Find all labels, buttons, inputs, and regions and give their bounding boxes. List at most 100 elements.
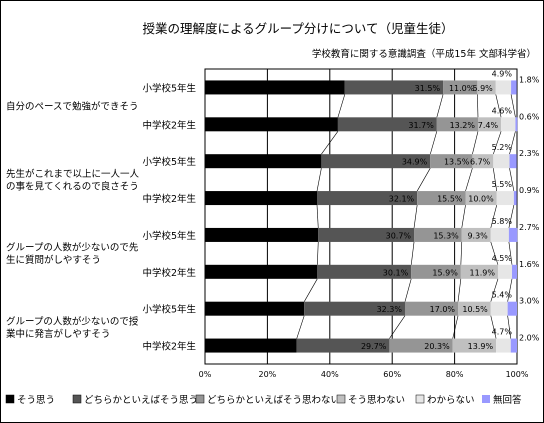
value-label: 5.9%: [472, 84, 493, 93]
x-tick-label: 0%: [199, 370, 212, 379]
bar-segment: [496, 338, 511, 353]
value-label: 1.6%: [519, 260, 540, 269]
series-connector: [303, 278, 318, 302]
series-connector: [490, 278, 499, 302]
series-connector: [457, 278, 462, 302]
value-label: 15.5%: [437, 195, 463, 204]
bar-segment: [460, 264, 498, 279]
series-connector: [316, 205, 319, 228]
value-label: 4.5%: [492, 254, 513, 263]
bar-segment: [417, 191, 466, 206]
value-label: 4.7%: [492, 328, 513, 337]
value-label: 34.9%: [402, 158, 428, 167]
series-connector: [316, 168, 322, 192]
series-connector: [490, 241, 499, 265]
value-label: 10.5%: [462, 305, 488, 314]
value-label: 0.9%: [519, 186, 540, 195]
series-connector: [410, 241, 415, 265]
bar-segment: [501, 117, 516, 132]
series-connector: [492, 168, 498, 192]
x-tick-label: 20%: [259, 370, 277, 379]
value-label: 37.3%: [293, 158, 319, 167]
value-label: 5.4%: [492, 291, 513, 300]
series-connector: [490, 204, 498, 229]
value-label: 4.6%: [492, 106, 513, 115]
legend-swatch: [5, 394, 15, 404]
bar-segment: [507, 301, 517, 316]
value-label: 29.4%: [268, 342, 294, 351]
legend-swatch: [415, 394, 425, 404]
bar-segment: [452, 338, 497, 353]
bar-segment: [205, 191, 318, 206]
group-label-line: の事を見てくれるので良さそう: [6, 180, 139, 192]
x-tick-label: 80%: [446, 370, 464, 379]
bar-segment: [461, 227, 491, 242]
category-label: 中学校2年生: [142, 119, 196, 131]
bar-segment: [495, 80, 512, 95]
series-connector: [507, 315, 512, 339]
series-connector: [509, 168, 515, 192]
bar-segment: [296, 338, 390, 353]
legend-label: そう思う: [17, 395, 55, 406]
group-label-line: 生に質問がしやすそう: [6, 254, 101, 266]
category-label: 小学校5年生: [142, 304, 196, 316]
value-label: 13.5%: [444, 158, 470, 167]
series-connector: [493, 131, 502, 155]
value-label: 5.2%: [492, 143, 513, 152]
bar-segment: [490, 301, 508, 316]
bar-segment: [337, 117, 437, 132]
value-label: 31.5%: [415, 84, 441, 93]
value-label: 9.3%: [467, 231, 488, 240]
bar-segment: [414, 227, 462, 242]
legend-label: わからない: [427, 395, 475, 406]
bar-segment: [389, 338, 453, 353]
value-label: 10.0%: [468, 195, 494, 204]
value-label: 0.6%: [519, 112, 540, 121]
value-label: 20.3%: [424, 342, 450, 351]
plot-area: [204, 68, 518, 365]
series-connector: [507, 278, 513, 302]
series-connector: [460, 241, 463, 265]
legend-label: そう思わない: [348, 395, 405, 406]
value-label: 3.0%: [519, 297, 540, 306]
series-connector: [465, 168, 473, 192]
chart-title: 授業の理解度によるグループ分けについて（児童生徒）: [142, 21, 453, 36]
series-connector: [508, 241, 513, 265]
bar-segment: [472, 154, 494, 169]
group-label: グループの人数が少ないので授業中に発言がしやすそう: [6, 315, 139, 340]
series-connector: [404, 278, 412, 302]
value-label: 30.1%: [383, 268, 409, 277]
value-label: 4.9%: [492, 69, 513, 78]
bar-segment: [443, 80, 478, 95]
bar-segment: [465, 191, 497, 206]
value-label: 7.4%: [478, 121, 499, 130]
value-labels: 44.8% 31.5% 11.0%5.9% 4.9% 1.8% 42.6% 31.7% 13.…: [268, 69, 539, 351]
series-connector: [508, 204, 515, 229]
value-label: 44.8%: [316, 84, 342, 93]
bar-segment: [404, 301, 459, 316]
category-label: 小学校5年生: [142, 156, 196, 168]
value-label: 6.7%: [470, 158, 491, 167]
bar-segment: [318, 227, 415, 242]
value-label: 32.3%: [377, 305, 403, 314]
bar-segment: [436, 117, 478, 132]
value-label: 31.8%: [276, 305, 302, 314]
bar-segment: [205, 338, 297, 353]
series-connector: [436, 94, 444, 118]
value-label: 15.9%: [432, 268, 458, 277]
bar-segment: [477, 80, 496, 95]
bar-segment: [411, 264, 461, 279]
category-label: 小学校5年生: [142, 82, 196, 94]
series-connector: [429, 131, 438, 155]
bar-segment: [458, 301, 491, 316]
series-connector: [477, 94, 479, 118]
legend-swatch: [336, 394, 346, 404]
bar-segment: [513, 191, 517, 206]
value-label: 11.9%: [470, 268, 496, 277]
chart-subtitle: 学校教育に関する意識調査（平成15年 文部科学省）: [312, 48, 536, 60]
value-label: 5.8%: [492, 217, 513, 226]
group-label-line: 先生がこれまで以上に一人一人: [6, 168, 140, 180]
series-connector: [296, 315, 305, 339]
group-label: グループの人数が少ないので先生に質問がしやすそう: [6, 242, 139, 267]
